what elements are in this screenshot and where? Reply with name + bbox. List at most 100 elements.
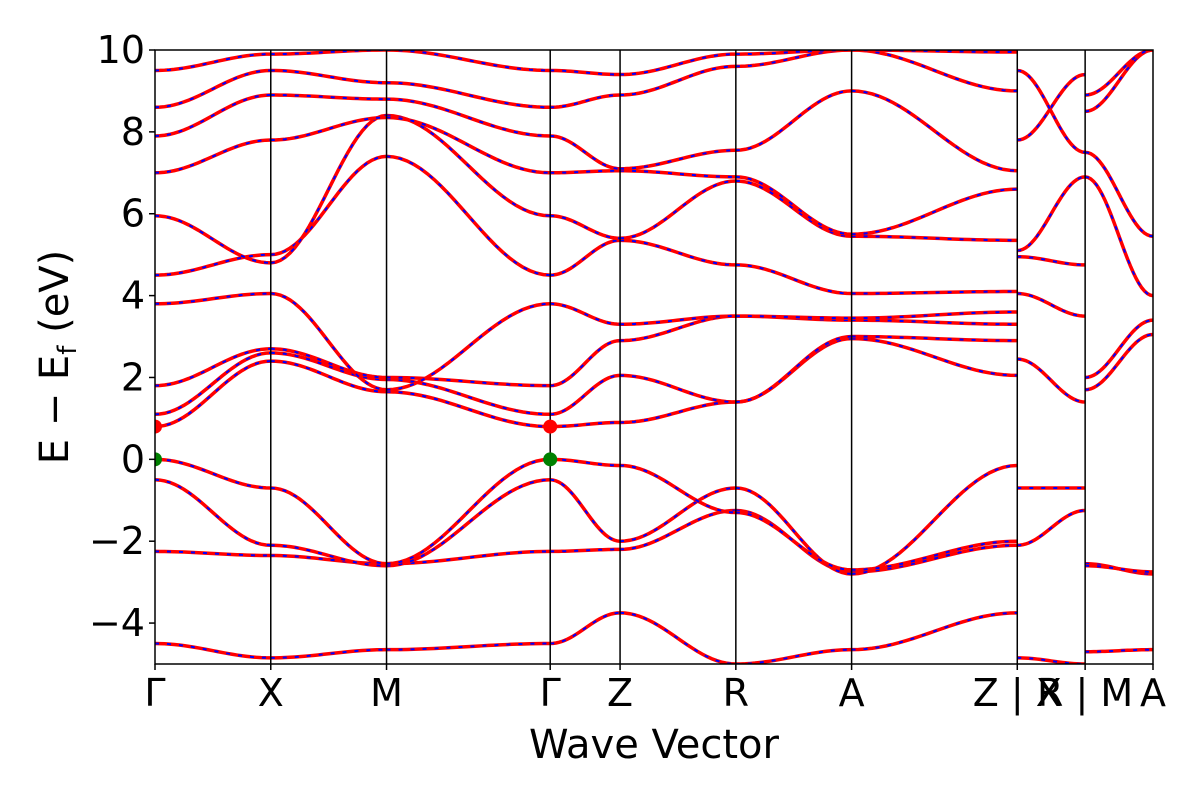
y-tick-label-2: 0: [121, 437, 145, 481]
band-overlay-seg6-b6: [851, 319, 1018, 326]
band-overlay-seg3-b6: [550, 339, 621, 387]
band-overlay-seg8-b5: [1084, 175, 1153, 297]
band-overlay-seg7-b6: [1017, 175, 1086, 252]
band-overlay-seg2-b13: [386, 50, 551, 72]
x-tick-label-9: A: [1140, 671, 1166, 715]
band-line-seg0-b2: [155, 478, 271, 548]
band-overlay-seg7-b4: [1017, 292, 1086, 318]
x-tick-label-5: R: [723, 671, 749, 715]
band-overlay-seg6-b4: [851, 337, 1018, 377]
band-overlay-seg8-b3: [1085, 333, 1153, 391]
band-line-seg2-b2: [386, 478, 551, 568]
band-overlay-seg0-b8: [155, 253, 271, 277]
y-axis-title-unit: (eV): [32, 250, 78, 346]
band-extrema: [155, 419, 558, 467]
y-axis-title: E − Ef (eV): [32, 250, 83, 465]
band-overlay-seg5-b9: [735, 179, 852, 238]
band-line-seg2-b7: [386, 302, 551, 392]
band-overlay-seg0-b11: [155, 94, 271, 137]
band-line-seg8-b0: [1085, 647, 1153, 654]
band-overlay-seg3-b5: [550, 374, 621, 416]
band-overlay-seg6-b7: [851, 310, 1018, 320]
band-overlay-seg4-b13: [620, 53, 736, 76]
y-tick-label-4: 4: [121, 274, 145, 318]
band-overlay-seg1-b2: [270, 544, 387, 567]
plot-frame: [154, 49, 1154, 665]
band-overlay-seg2-b5: [386, 378, 551, 416]
band-line-seg1-b8: [270, 154, 387, 257]
band-line-seg0-b4: [155, 359, 271, 429]
band-overlay-seg1-b6: [270, 347, 387, 379]
band-overlay-seg2-b4: [386, 390, 551, 428]
band-overlay-seg6-b1: [851, 544, 1018, 573]
y-tick-label-6: 8: [121, 110, 145, 154]
band-line-seg3-b12: [550, 93, 621, 110]
band-overlay-seg6-b9: [851, 235, 1018, 242]
band-overlay-seg5-b10: [735, 175, 852, 236]
x-tick-label-2: M: [370, 671, 403, 715]
band-line-seg3-b4: [550, 420, 621, 429]
band-overlay-seg6-b11: [851, 89, 1018, 172]
band-overlay-seg6-b10: [851, 188, 1018, 236]
band-overlay-seg1-b0: [270, 648, 387, 659]
band-overlay-seg5-b2: [735, 486, 852, 575]
y-tick-label-5: 6: [121, 192, 145, 236]
band-line-seg5-b5: [735, 334, 852, 404]
band-overlay-seg0-b6: [155, 347, 271, 387]
band-overlay-seg1-b9: [270, 114, 387, 264]
band-overlay-seg4-b10: [620, 169, 736, 178]
band-overlay-seg7-b8: [1017, 69, 1086, 154]
y-axis-title-sub: f: [53, 345, 83, 355]
band-overlay-seg2-b11: [386, 98, 551, 137]
band-overlay-seg2-b6: [386, 376, 551, 387]
band-overlay-seg1-b12: [270, 69, 387, 84]
band-overlay-seg7-b7: [1017, 73, 1086, 142]
band-overlay-seg2-b9: [386, 114, 551, 217]
band-line-seg1-b5: [270, 351, 387, 382]
band-line-seg3-b3: [550, 457, 621, 468]
band-overlay-seg6-b3: [851, 540, 1018, 571]
x-tick-label-4: Z: [607, 671, 633, 715]
band-overlay-seg8-b7: [1085, 151, 1153, 238]
band-overlay-seg1-b11: [270, 94, 387, 101]
band-overlay-seg5-b0: [735, 648, 852, 664]
band-overlay-seg0-b13: [155, 53, 271, 72]
band-overlay-seg1-b7: [270, 292, 387, 391]
band-overlay-seg2-b0: [386, 642, 551, 651]
band-overlay-seg4-b9: [620, 179, 736, 240]
high-symmetry-lines: [270, 50, 1086, 664]
band-overlay-seg7-b2: [1017, 509, 1086, 547]
plot-background: [155, 50, 1153, 664]
band-overlay-seg2-b1: [386, 550, 551, 565]
band-overlay-seg8-b6: [1085, 50, 1153, 113]
band-overlay-seg4-b4: [620, 401, 736, 424]
band-overlay-seg8-b4: [1085, 319, 1153, 379]
band-overlay-seg3-b7: [550, 302, 621, 326]
x-axis-title: Wave Vector: [529, 722, 780, 768]
cbm-marker-3: [543, 419, 558, 434]
y-tick-label-0: −4: [89, 601, 145, 645]
y-axis-title-main: E − E: [32, 355, 78, 465]
band-overlay-seg0-b0: [155, 642, 271, 659]
band-overlay-seg1-b3: [270, 486, 387, 565]
band-overlay-seg2-b12: [386, 81, 551, 109]
band-line-seg2-b8: [386, 154, 551, 277]
band-overlay-seg1-b10: [270, 116, 387, 142]
band-overlay-seg2-b10: [386, 116, 551, 174]
band-overlay-seg2-b3: [386, 458, 551, 565]
band-overlay-seg5-b3: [735, 511, 852, 571]
band-line-seg7-b5: [1017, 254, 1086, 267]
x-tick-label-1: X: [258, 671, 284, 715]
band-overlay-seg3-b11: [550, 134, 621, 170]
band-overlay-seg0-b1: [155, 550, 271, 557]
y-axis-ticks: −4 −2 0 2 4 6 8 10: [89, 28, 155, 645]
band-overlay-seg0-b12: [155, 69, 271, 109]
band-overlay-seg3-b2: [550, 478, 621, 543]
band-overlay-seg6-b5: [851, 335, 1018, 342]
x-tick-label-0: Γ: [144, 671, 165, 715]
band-overlay-seg5-b8: [735, 263, 852, 295]
band-line-seg3-b1: [550, 547, 621, 554]
band-line-seg8-b8: [1085, 50, 1153, 97]
band-line-seg3-b10: [550, 169, 621, 175]
